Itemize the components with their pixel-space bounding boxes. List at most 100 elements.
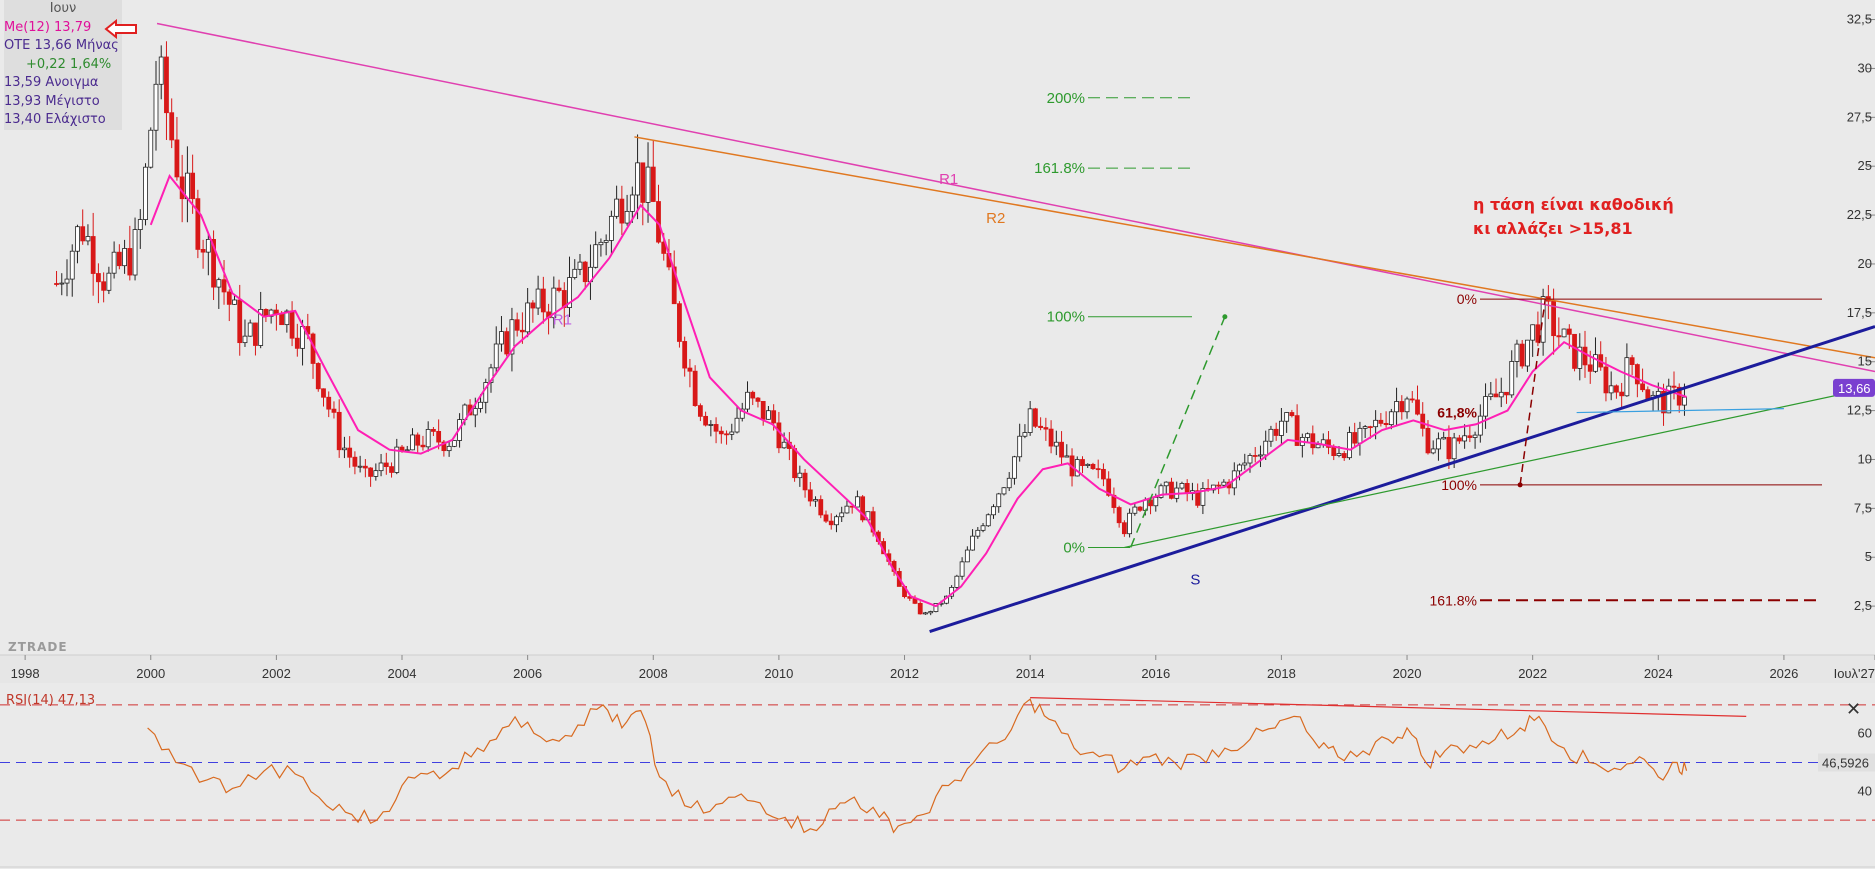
fib-right-label-1: 61,8% [1437,405,1477,421]
candle-body [1048,428,1054,447]
candle-body [593,244,599,268]
candle-body [1535,324,1541,343]
x-tick-label-1: 2000 [136,666,165,681]
candle-body [970,535,975,551]
candle-body [216,279,222,288]
candle-body [509,319,515,355]
candle-body [1179,483,1185,489]
candle-body [1012,456,1017,479]
candle-body [1561,328,1567,338]
candle-body [1315,444,1321,449]
x-tick-label-0: 1998 [11,666,40,681]
candle-body [289,310,295,339]
candle-body [697,405,703,417]
candle-body [127,248,133,276]
x-axis-band [0,655,1875,683]
candle-body [771,410,777,424]
candle-body [572,268,578,278]
candle-body [1671,385,1677,388]
candle-body [603,240,609,243]
x-tick-label-5: 2008 [639,666,668,681]
candle-body [1509,361,1515,396]
candle-body [1661,390,1666,414]
candle-body [1273,428,1279,436]
candle-body [1425,427,1431,454]
candle-body [1347,432,1352,459]
symbol-line: OTE 13,66 Μήνας [4,38,119,53]
candle-body [75,226,80,252]
candle-body [472,408,478,416]
candle-body [813,499,818,502]
candle-body [1582,346,1588,366]
candle-body [190,172,196,200]
candle-body [1441,436,1447,440]
trendline-R2 [634,136,1875,359]
candle-body [69,250,75,280]
candle-body [724,433,729,436]
candle-body [436,431,442,443]
candle-body [1252,455,1258,457]
candle-body [158,56,164,85]
x-tick-label-8: 2014 [1016,666,1045,681]
ztrade-logo: ZTRADE [8,640,68,654]
candle-body [488,367,494,383]
x-tick-label-2: 2002 [262,666,291,681]
candle-body [718,430,724,435]
candle-body [551,287,557,319]
candle-body [1456,437,1462,442]
candle-body [451,440,457,447]
candle-body [1027,408,1033,433]
candle-body [739,408,745,419]
fib-left-label-0: 200% [1047,90,1085,107]
candle-body [1153,497,1159,507]
fib-left-swing [1129,316,1226,548]
candle-body [284,310,290,326]
candle-body [420,444,426,448]
candle-body [1341,453,1347,459]
trendline-4 [1576,408,1784,414]
candle-body [389,466,394,473]
candle-body [478,401,483,409]
y-tick-label-3: 10 [1858,451,1872,466]
candle-body [582,261,588,283]
candle-body [807,489,813,502]
candle-body [1038,425,1044,428]
fib-left-label-2: 100% [1047,309,1085,326]
candle-body [692,370,698,407]
candle-body [253,322,258,346]
candle-body [237,299,243,344]
candle-body [326,396,332,410]
candle-body [1682,396,1687,406]
candle-body [760,400,766,420]
close-icon[interactable]: ✕ [1846,699,1862,720]
candle-body [1493,393,1499,398]
rsi-value-badge [1818,753,1875,772]
candle-body [499,331,504,345]
candle-body [1326,439,1331,448]
candle-body [650,166,656,202]
candle-body [1399,401,1405,413]
ma12-line [149,173,1687,608]
candle-body [635,162,640,196]
candle-body [1158,485,1164,498]
candle-body [608,215,614,241]
y-tick-label-0: 2,5 [1854,598,1872,613]
fib-left-label-3: 0% [1063,539,1085,556]
main-price-panel: R1 R2 R1 S 200% 161.8% 100% 0% 0% 61,8% 100% 161.8%… [54,22,1875,667]
candle-body [174,139,180,178]
candle-body [1216,484,1221,487]
trendline-label-2: R1 [553,312,572,329]
x-tick-label-12: 2022 [1518,666,1547,681]
open-line: 13,59 Ανοιγμα [4,75,99,90]
candle-body [80,226,86,242]
y-tick-label-10: 27,5 [1847,109,1872,124]
rsi-panel: 60 40 46,5926 [0,697,1875,868]
candle-body [530,302,536,309]
candle-body [1436,438,1441,450]
candle-body [342,447,347,451]
candle-body [1446,436,1452,460]
candle-body [598,241,604,246]
candle-body [525,302,531,333]
fib-right-label-3: 161.8% [1430,592,1477,608]
